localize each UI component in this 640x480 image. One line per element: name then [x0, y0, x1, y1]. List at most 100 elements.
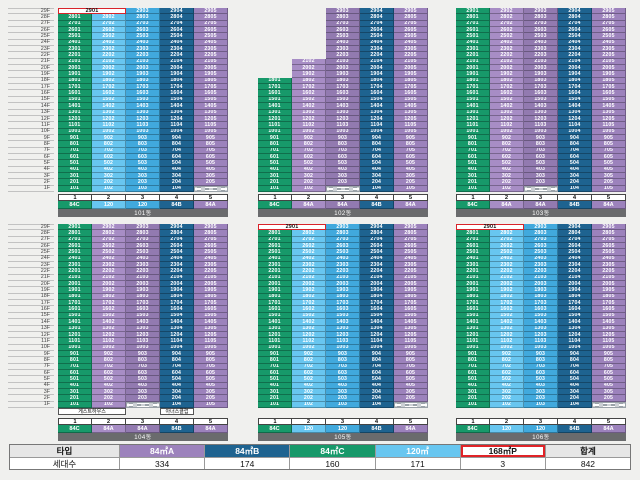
- unit-cell[interactable]: 2403: [126, 255, 160, 263]
- unit-cell[interactable]: 2804: [360, 230, 394, 237]
- unit-cell[interactable]: 2605: [394, 243, 428, 250]
- unit-cell[interactable]: 2302: [292, 262, 326, 269]
- unit-cell[interactable]: 1501: [456, 96, 490, 104]
- unit-cell[interactable]: 2401: [58, 39, 92, 47]
- unit-cell[interactable]: 704: [360, 363, 394, 370]
- unit-cell[interactable]: 1901: [456, 71, 490, 78]
- unit-cell[interactable]: 1703: [326, 84, 360, 91]
- unit-cell[interactable]: 1101: [58, 338, 92, 345]
- unit-cell[interactable]: 905: [394, 134, 428, 142]
- unit-cell[interactable]: 1603: [326, 90, 360, 97]
- unit-cell[interactable]: 805: [394, 357, 428, 364]
- unit-cell[interactable]: 2205: [592, 52, 626, 59]
- unit-cell[interactable]: 804: [360, 357, 394, 364]
- unit-cell[interactable]: 2203: [524, 52, 558, 59]
- unit-cell[interactable]: 1201: [456, 115, 490, 123]
- unit-cell[interactable]: 402: [490, 382, 524, 389]
- unit-cell[interactable]: 2605: [194, 243, 228, 250]
- unit-cell[interactable]: 905: [394, 350, 428, 358]
- unit-cell[interactable]: 304: [360, 172, 394, 180]
- unit-cell[interactable]: 1802: [92, 77, 126, 85]
- unit-cell[interactable]: 102: [92, 185, 126, 192]
- unit-cell[interactable]: 1801: [58, 77, 92, 85]
- unit-cell[interactable]: 403: [126, 382, 160, 389]
- unit-cell[interactable]: 702: [92, 147, 126, 154]
- unit-cell[interactable]: 1803: [524, 293, 558, 301]
- unit-cell[interactable]: 1805: [194, 77, 228, 85]
- unit-cell[interactable]: 702: [292, 147, 326, 154]
- unit-cell[interactable]: 2904: [160, 8, 194, 15]
- unit-cell[interactable]: 2302: [92, 262, 126, 269]
- unit-cell[interactable]: 2905: [394, 224, 428, 231]
- unit-cell[interactable]: 1102: [92, 338, 126, 345]
- unit-cell[interactable]: 203: [126, 395, 160, 402]
- unit-cell[interactable]: 1705: [592, 300, 626, 307]
- unit-cell[interactable]: 1002: [292, 128, 326, 135]
- unit-cell[interactable]: 1501: [58, 312, 92, 320]
- unit-cell[interactable]: 1801: [258, 293, 292, 301]
- unit-cell[interactable]: 1104: [558, 338, 592, 345]
- unit-cell[interactable]: 901: [456, 134, 490, 142]
- unit-cell[interactable]: 1404: [558, 319, 592, 326]
- unit-cell[interactable]: 1705: [394, 84, 428, 91]
- unit-cell[interactable]: 2104: [558, 58, 592, 66]
- unit-cell[interactable]: 2305: [592, 262, 626, 269]
- unit-cell[interactable]: 1103: [326, 338, 360, 345]
- unit-cell[interactable]: 604: [160, 369, 194, 377]
- unit-cell[interactable]: 2505: [394, 249, 428, 256]
- unit-cell[interactable]: 2903: [524, 8, 558, 15]
- unit-cell[interactable]: 401: [456, 166, 490, 173]
- unit-cell[interactable]: 2705: [592, 20, 626, 28]
- unit-cell[interactable]: 605: [592, 369, 626, 377]
- unit-cell[interactable]: 1802: [490, 77, 524, 85]
- unit-cell[interactable]: 102: [92, 401, 126, 408]
- unit-cell[interactable]: 1004: [160, 128, 194, 135]
- unit-cell[interactable]: 901: [58, 350, 92, 358]
- unit-cell[interactable]: 303: [126, 172, 160, 180]
- unit-cell[interactable]: 1401: [456, 319, 490, 326]
- unit-cell[interactable]: 102: [292, 401, 326, 408]
- unit-cell[interactable]: 1603: [524, 306, 558, 313]
- unit-cell[interactable]: 1601: [258, 306, 292, 313]
- unit-cell[interactable]: 2803: [326, 230, 360, 237]
- unit-cell[interactable]: 1403: [524, 319, 558, 326]
- unit-cell[interactable]: 903: [326, 350, 360, 358]
- unit-cell[interactable]: 1002: [92, 128, 126, 135]
- unit-cell[interactable]: 1404: [360, 103, 394, 110]
- unit-cell[interactable]: 1301: [456, 325, 490, 332]
- unit-cell[interactable]: 1003: [126, 344, 160, 351]
- unit-cell[interactable]: 703: [326, 363, 360, 370]
- unit-cell[interactable]: 2402: [292, 255, 326, 263]
- unit-cell[interactable]: 1901: [258, 287, 292, 294]
- unit-cell[interactable]: 2202: [292, 268, 326, 275]
- unit-cell[interactable]: 1705: [592, 84, 626, 91]
- unit-cell[interactable]: 2703: [326, 236, 360, 244]
- unit-cell[interactable]: 2701: [456, 236, 490, 244]
- unit-cell[interactable]: 1401: [58, 319, 92, 326]
- unit-cell[interactable]: 2402: [92, 39, 126, 47]
- unit-cell[interactable]: 201: [58, 179, 92, 186]
- unit-cell[interactable]: 204: [160, 179, 194, 186]
- unit-cell[interactable]: 802: [490, 141, 524, 148]
- unit-cell[interactable]: 902: [292, 134, 326, 142]
- unit-cell[interactable]: 1502: [292, 96, 326, 104]
- unit-cell[interactable]: 2004: [558, 281, 592, 288]
- unit-cell[interactable]: 602: [292, 369, 326, 377]
- unit-cell[interactable]: 703: [126, 147, 160, 154]
- unit-cell[interactable]: 1101: [58, 122, 92, 129]
- unit-cell[interactable]: 2305: [394, 262, 428, 269]
- unit-cell[interactable]: 405: [194, 166, 228, 173]
- unit-cell[interactable]: 804: [558, 141, 592, 148]
- unit-cell[interactable]: 1205: [394, 331, 428, 339]
- unit-cell[interactable]: 1602: [490, 306, 524, 313]
- unit-cell[interactable]: 1001: [258, 128, 292, 135]
- unit-cell[interactable]: 1601: [456, 306, 490, 313]
- unit-cell[interactable]: 1402: [92, 103, 126, 110]
- unit-cell[interactable]: 1605: [394, 90, 428, 97]
- unit-cell[interactable]: 2004: [160, 65, 194, 72]
- unit-cell[interactable]: 605: [394, 153, 428, 161]
- unit-cell[interactable]: 1403: [126, 103, 160, 110]
- unit-cell[interactable]: 1801: [456, 77, 490, 85]
- unit-cell[interactable]: 2602: [92, 27, 126, 34]
- unit-cell[interactable]: 2204: [160, 52, 194, 59]
